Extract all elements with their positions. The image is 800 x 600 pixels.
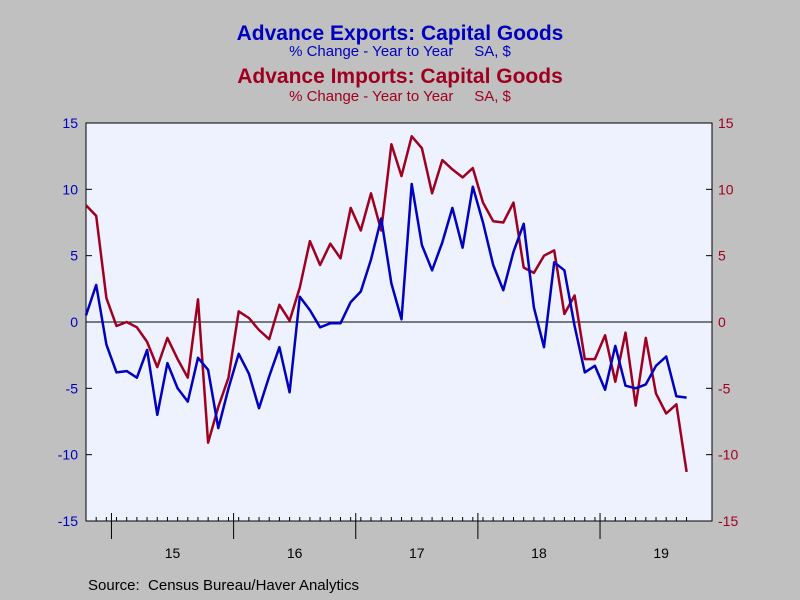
- left-tick-label: -5: [66, 380, 79, 396]
- x-tick-label: 17: [409, 545, 425, 561]
- series-layer: [84, 135, 688, 473]
- left-tick-label: -10: [58, 447, 78, 463]
- left-tick-label: 15: [62, 115, 78, 131]
- title-exports: Advance Exports: Capital Goods: [237, 22, 564, 45]
- source-note: Source: Census Bureau/Haver Analytics: [88, 577, 359, 594]
- right-tick-label: -5: [718, 380, 731, 396]
- right-tick-label: 15: [718, 115, 734, 131]
- right-tick-label: 5: [718, 248, 726, 264]
- left-tick-label: 0: [70, 314, 78, 330]
- series-line-exports: [84, 182, 687, 430]
- series-line-imports: [85, 135, 688, 473]
- x-tick-label: 15: [165, 545, 181, 561]
- right-tick-label: -15: [718, 513, 738, 529]
- left-tick-label: -15: [58, 513, 78, 529]
- x-tick-label: 16: [287, 545, 303, 561]
- x-axis: 15 16 17 18 19: [85, 513, 688, 561]
- x-tick-label: 18: [531, 545, 547, 561]
- right-tick-label: -10: [718, 447, 738, 463]
- right-tick-label: 10: [718, 181, 734, 197]
- right-tick-label: 0: [718, 314, 726, 330]
- left-tick-label: 10: [62, 181, 78, 197]
- subtitle-imports: % Change - Year to Year SA, $: [289, 88, 511, 105]
- left-tick-label: 5: [70, 248, 78, 264]
- title-imports: Advance Imports: Capital Goods: [237, 65, 563, 88]
- left-axis: 15 10 5 0 -5 -10 -15: [58, 115, 92, 529]
- right-axis: 15 10 5 0 -5 -10 -15: [706, 115, 738, 529]
- x-tick-label: 19: [653, 545, 669, 561]
- subtitle-exports: % Change - Year to Year SA, $: [289, 43, 511, 60]
